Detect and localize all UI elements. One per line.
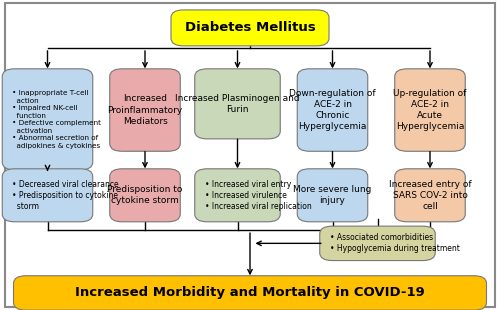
Text: Diabetes Mellitus: Diabetes Mellitus xyxy=(184,21,316,34)
Text: Up-regulation of
ACE-2 in
Acute
Hyperglycemia: Up-regulation of ACE-2 in Acute Hypergly… xyxy=(394,89,466,131)
Text: Increased Plasminogen and
Furin: Increased Plasminogen and Furin xyxy=(175,94,300,114)
FancyBboxPatch shape xyxy=(297,69,368,151)
Text: • Inappropriate T-cell
  action
• Impaired NK-cell
  function
• Defective comple: • Inappropriate T-cell action • Impaired… xyxy=(12,90,101,148)
FancyBboxPatch shape xyxy=(320,226,435,260)
Text: Increased
Proinflammatory
Mediators: Increased Proinflammatory Mediators xyxy=(108,95,182,126)
FancyBboxPatch shape xyxy=(2,169,93,222)
FancyBboxPatch shape xyxy=(2,69,93,170)
FancyBboxPatch shape xyxy=(297,169,368,222)
FancyBboxPatch shape xyxy=(395,69,465,151)
Text: Increased Morbidity and Mortality in COVID-19: Increased Morbidity and Mortality in COV… xyxy=(75,286,425,299)
FancyBboxPatch shape xyxy=(171,10,329,46)
Text: Increased entry of
SARS COV-2 into
cell: Increased entry of SARS COV-2 into cell xyxy=(388,180,471,211)
FancyBboxPatch shape xyxy=(110,69,180,151)
Text: • Increased viral entry
• Increased virulence
• Increased viral replication: • Increased viral entry • Increased viru… xyxy=(205,180,312,211)
FancyBboxPatch shape xyxy=(110,169,180,222)
Text: More severe lung
injury: More severe lung injury xyxy=(294,185,372,205)
Text: Down-regulation of
ACE-2 in
Chronic
Hyperglycemia: Down-regulation of ACE-2 in Chronic Hype… xyxy=(289,89,376,131)
FancyBboxPatch shape xyxy=(194,69,280,139)
Text: • Associated comorbidities
• Hypoglycemia during treatment: • Associated comorbidities • Hypoglycemi… xyxy=(330,233,460,253)
Text: • Decreased viral clearance
• Predisposition to cytokine
  storm: • Decreased viral clearance • Predisposi… xyxy=(12,180,119,211)
FancyBboxPatch shape xyxy=(395,169,465,222)
FancyBboxPatch shape xyxy=(194,169,280,222)
Text: Predisposition to
cytokine storm: Predisposition to cytokine storm xyxy=(108,185,182,205)
FancyBboxPatch shape xyxy=(14,276,486,310)
